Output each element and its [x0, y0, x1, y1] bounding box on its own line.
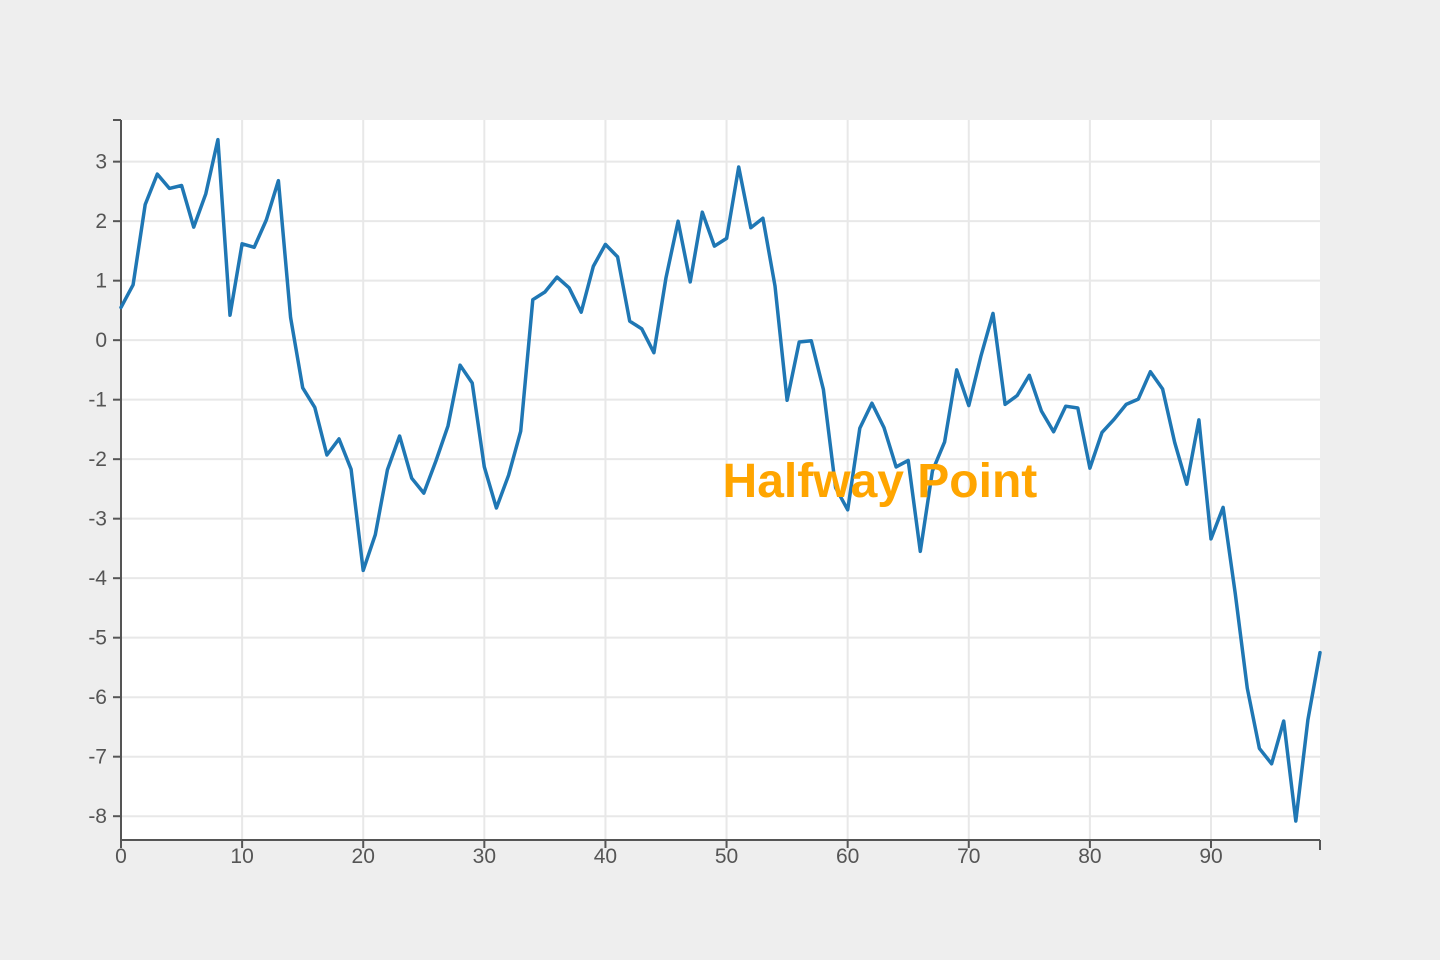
y-tick-label: -4: [88, 567, 107, 590]
y-tick-label: 2: [95, 210, 107, 233]
x-tick-label: 60: [836, 845, 859, 868]
x-tick-label: 40: [594, 845, 617, 868]
x-tick-label: 0: [115, 845, 127, 868]
y-tick-label: 1: [95, 270, 107, 293]
y-tick-label: -7: [88, 746, 107, 769]
plot-area: [121, 120, 1320, 840]
x-tick-label: 70: [957, 845, 980, 868]
y-tick-label: -5: [88, 627, 107, 650]
x-tick-label: 20: [352, 845, 375, 868]
y-tick-label: -2: [88, 448, 107, 471]
x-tick-label: 90: [1199, 845, 1222, 868]
x-tick-label: 30: [473, 845, 496, 868]
y-tick-label: -6: [88, 686, 107, 709]
y-tick-label: 3: [95, 151, 107, 174]
y-tick-label: -8: [88, 805, 107, 828]
y-tick-label: -3: [88, 508, 107, 531]
y-axis-ticks: 3 2 1 0 -1 -2 -3 -4 -5 -6 -7 -8: [88, 151, 121, 828]
x-tick-label: 80: [1078, 845, 1101, 868]
annotation-halfway-point: Halfway Point: [723, 455, 1038, 508]
y-tick-label: 0: [95, 329, 107, 352]
x-tick-label: 50: [715, 845, 738, 868]
x-tick-label: 10: [230, 845, 253, 868]
series-line: [119, 137, 1322, 823]
y-tick-label: -1: [88, 389, 107, 412]
y-gridlines: [121, 160, 1320, 818]
axes: [113, 119, 1321, 850]
x-axis-ticks: 0 10 20 30 40 50 60 70 80 90: [115, 840, 1223, 868]
